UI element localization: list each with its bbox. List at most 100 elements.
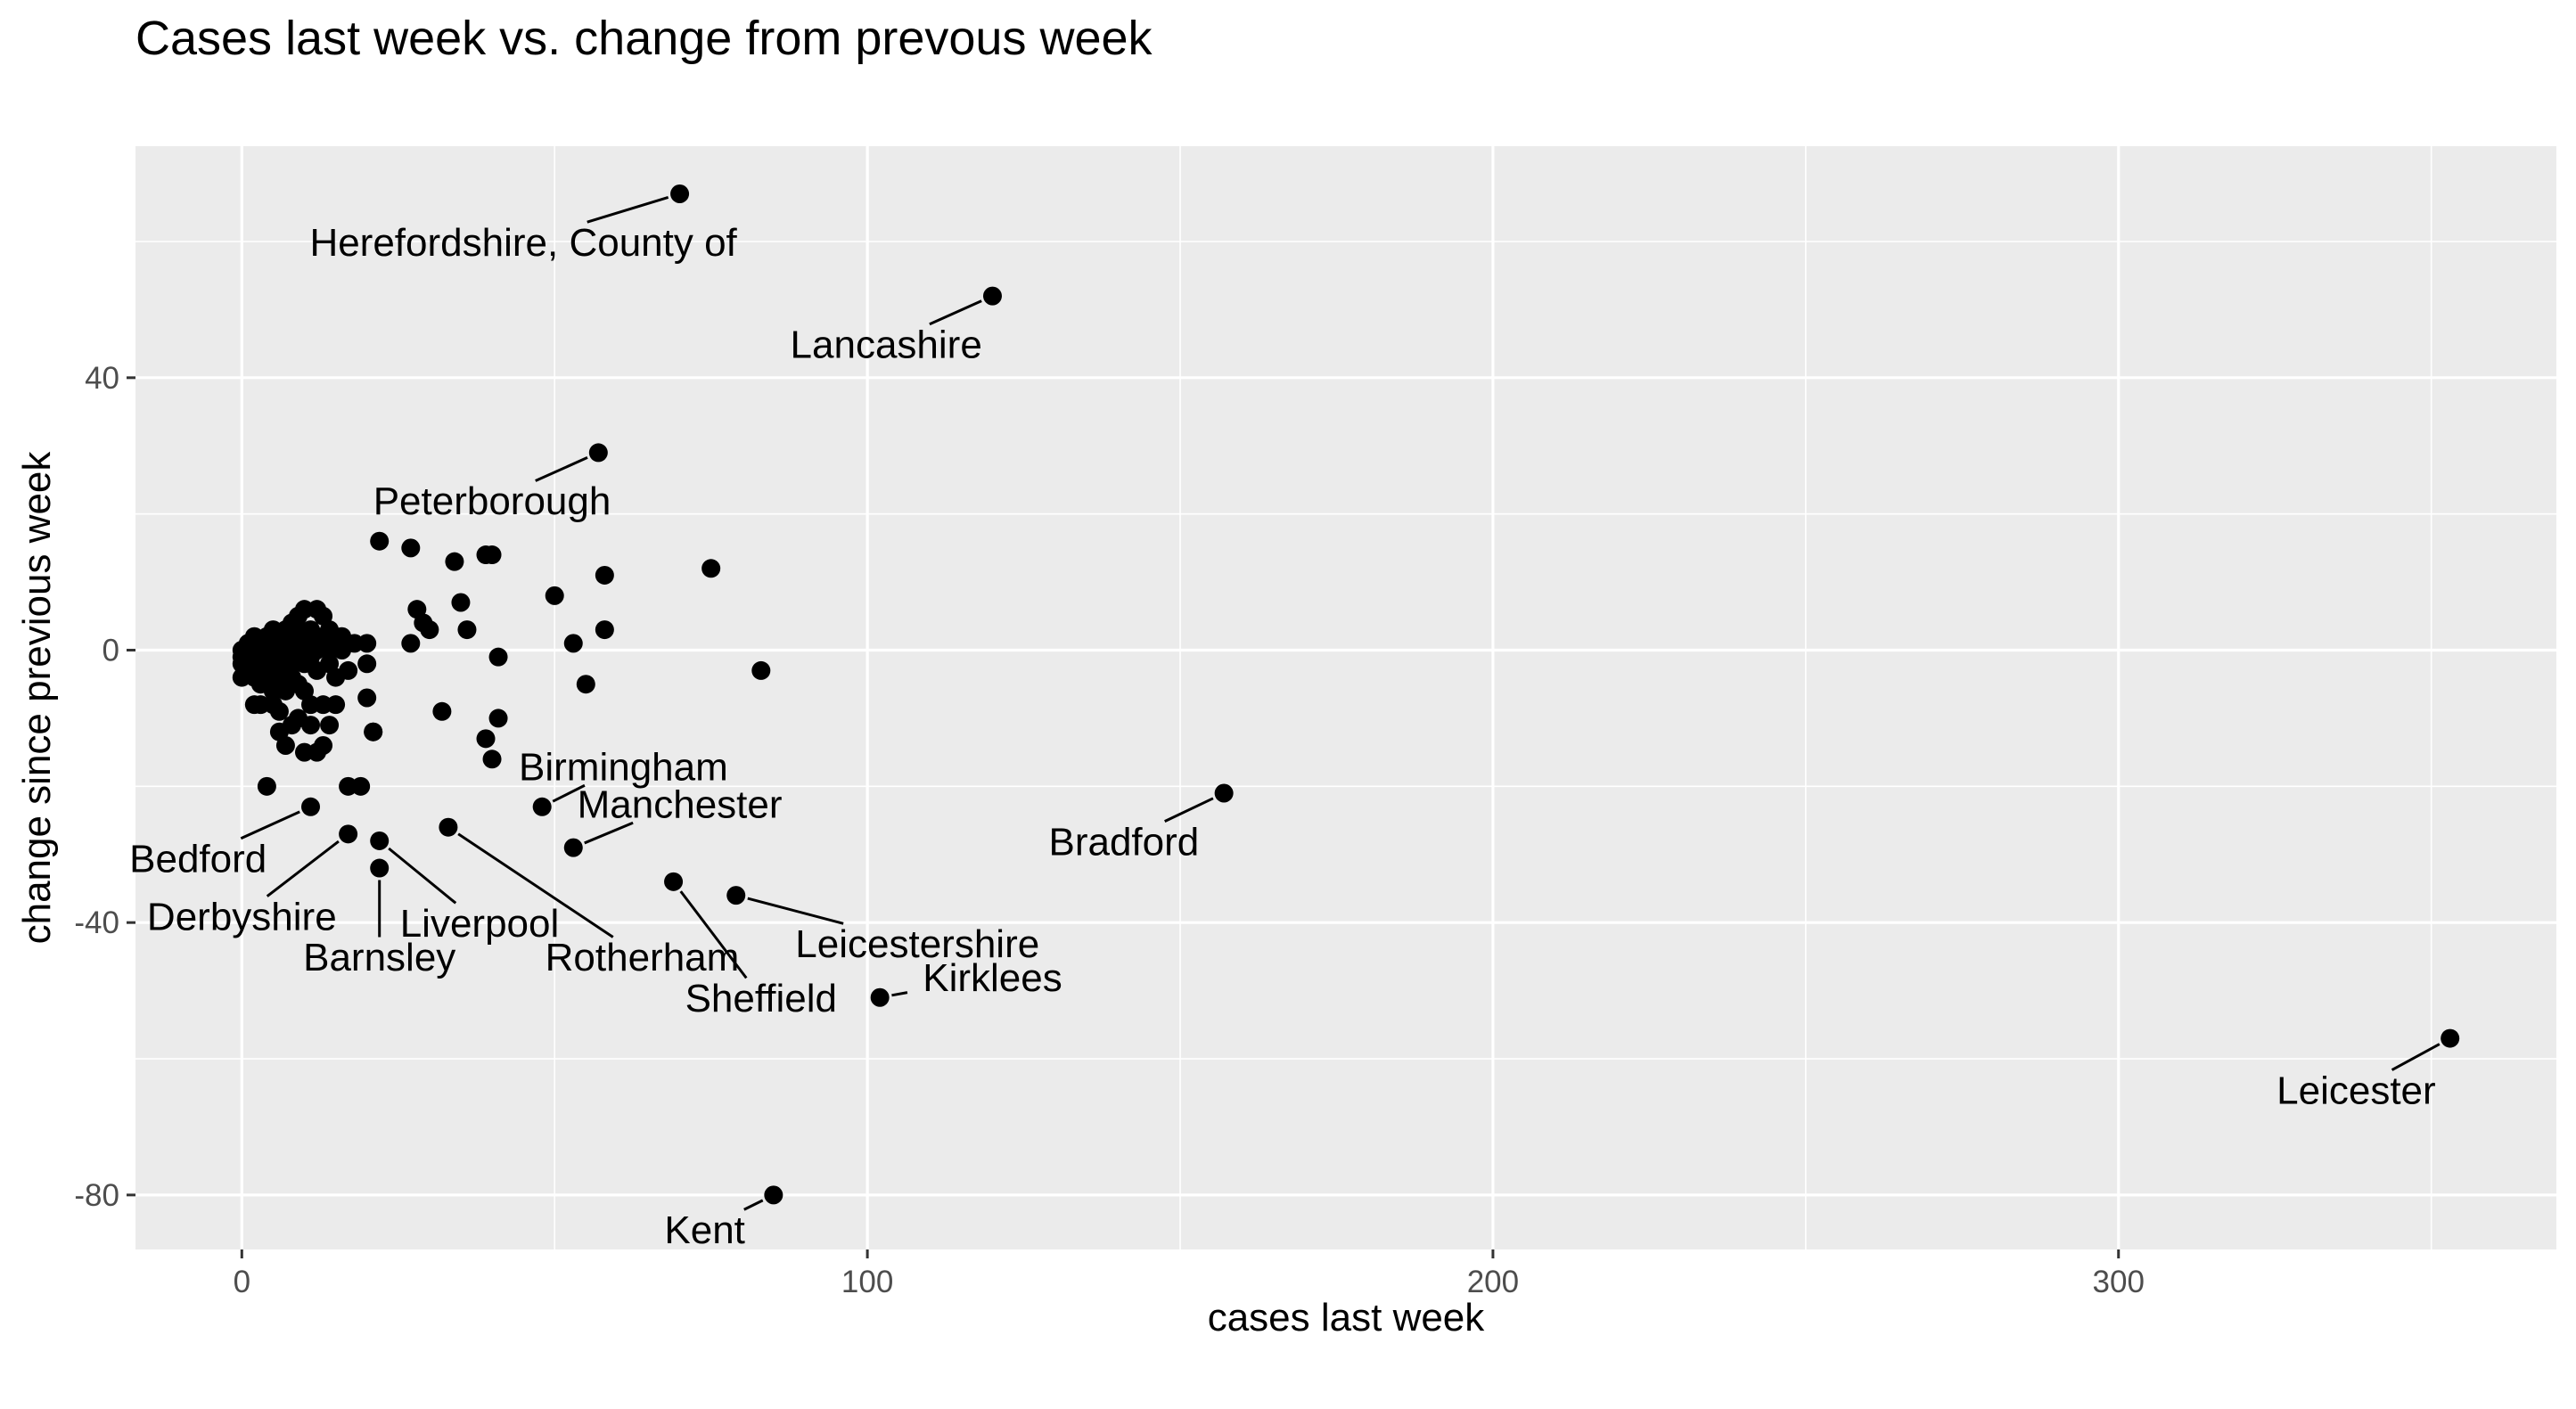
plot-panel <box>135 146 2556 1249</box>
data-point <box>269 701 289 721</box>
point-labels: Herefordshire, County of Lancashire Peterb… <box>129 221 2436 1252</box>
data-point <box>588 443 608 463</box>
label-connector <box>584 821 634 845</box>
y-tick-label: 0 <box>103 634 119 668</box>
data-point <box>445 552 464 571</box>
data-point <box>357 634 377 653</box>
x-axis-ticks: 0 100 200 300 <box>234 1249 2145 1299</box>
data-point <box>476 729 496 749</box>
label-connector <box>552 783 586 803</box>
data-point <box>339 824 358 844</box>
point-label: Rotherham <box>546 936 740 979</box>
data-point <box>670 184 690 203</box>
data-point <box>488 647 508 667</box>
data-point <box>326 695 346 715</box>
point-label: Peterborough <box>373 479 611 523</box>
data-point <box>451 593 471 612</box>
point-label: Lancashire <box>791 323 982 366</box>
point-label: Bedford <box>129 837 267 881</box>
data-point <box>432 701 452 721</box>
point-label: Derbyshire <box>147 895 337 938</box>
point-label: Kent <box>664 1208 745 1252</box>
data-point <box>532 797 552 816</box>
point-label: Liverpool <box>400 902 560 946</box>
data-point <box>257 776 276 796</box>
data-point <box>370 858 390 878</box>
label-connector <box>1164 797 1214 823</box>
x-tick-label: 300 <box>2093 1265 2145 1299</box>
point-label: Barnsley <box>303 936 455 979</box>
point-label: Herefordshire, County of <box>309 221 737 265</box>
data-point <box>370 831 390 850</box>
label-connector <box>891 991 908 997</box>
data-point <box>314 735 333 755</box>
label-connector <box>2391 1043 2441 1071</box>
data-point <box>482 545 502 565</box>
minor-gridlines <box>135 146 2556 1249</box>
data-point <box>595 565 614 585</box>
point-label: Sheffield <box>685 977 837 1020</box>
data-point <box>301 716 321 735</box>
label-connector <box>743 1199 764 1211</box>
data-point <box>751 660 771 680</box>
label-connector <box>388 847 457 905</box>
x-tick-label: 0 <box>234 1265 250 1299</box>
data-point <box>301 797 321 816</box>
data-point <box>370 531 390 551</box>
y-axis-ticks: 40 0 -40 -80 <box>74 361 135 1213</box>
data-point <box>439 817 458 837</box>
major-gridlines <box>135 146 2556 1249</box>
label-connector <box>679 890 748 979</box>
point-label: Birmingham <box>519 745 728 789</box>
point-label: Manchester <box>578 782 783 826</box>
data-point <box>482 750 502 769</box>
data-point <box>870 987 890 1007</box>
data-point <box>576 675 595 694</box>
x-tick-label: 100 <box>841 1265 893 1299</box>
label-connector <box>747 897 844 925</box>
data-point <box>457 620 477 640</box>
data-point <box>563 634 583 653</box>
data-point <box>595 620 614 640</box>
data-point <box>764 1185 783 1205</box>
y-axis-title: change since previous week <box>15 451 59 945</box>
label-connector <box>929 299 982 326</box>
data-point <box>357 654 377 674</box>
label-connector <box>266 840 340 897</box>
y-tick-label: 40 <box>85 361 119 396</box>
data-point <box>401 538 421 558</box>
data-point <box>275 735 295 755</box>
data-point <box>401 634 421 653</box>
point-label: Kirklees <box>923 956 1062 1000</box>
label-connectors <box>240 195 2441 1211</box>
data-points <box>232 184 2460 1205</box>
data-point <box>563 838 583 857</box>
x-axis-title: cases last week <box>1208 1296 1486 1339</box>
label-connector <box>457 832 614 938</box>
chart-title: Cases last week vs. change from prevous … <box>135 12 1153 65</box>
point-label: Bradford <box>1048 820 1199 864</box>
data-point <box>2441 1028 2460 1048</box>
y-tick-label: -40 <box>74 905 119 940</box>
data-point <box>339 660 358 680</box>
data-point <box>1214 783 1234 803</box>
data-point <box>545 586 564 605</box>
data-point <box>357 688 377 708</box>
y-tick-label: -80 <box>74 1178 119 1213</box>
data-point <box>364 722 383 741</box>
point-label: Leicestershire <box>795 922 1039 966</box>
data-point <box>320 716 340 735</box>
data-point <box>982 286 1002 306</box>
label-connector <box>535 456 588 482</box>
point-label: Leicester <box>2277 1069 2436 1112</box>
label-connector <box>587 195 669 224</box>
data-point <box>664 872 684 891</box>
data-point <box>701 559 721 578</box>
label-connector <box>240 810 300 840</box>
data-point <box>351 776 371 796</box>
data-point <box>488 709 508 728</box>
data-point <box>726 886 746 905</box>
x-tick-label: 200 <box>1467 1265 1519 1299</box>
data-point <box>420 620 439 640</box>
